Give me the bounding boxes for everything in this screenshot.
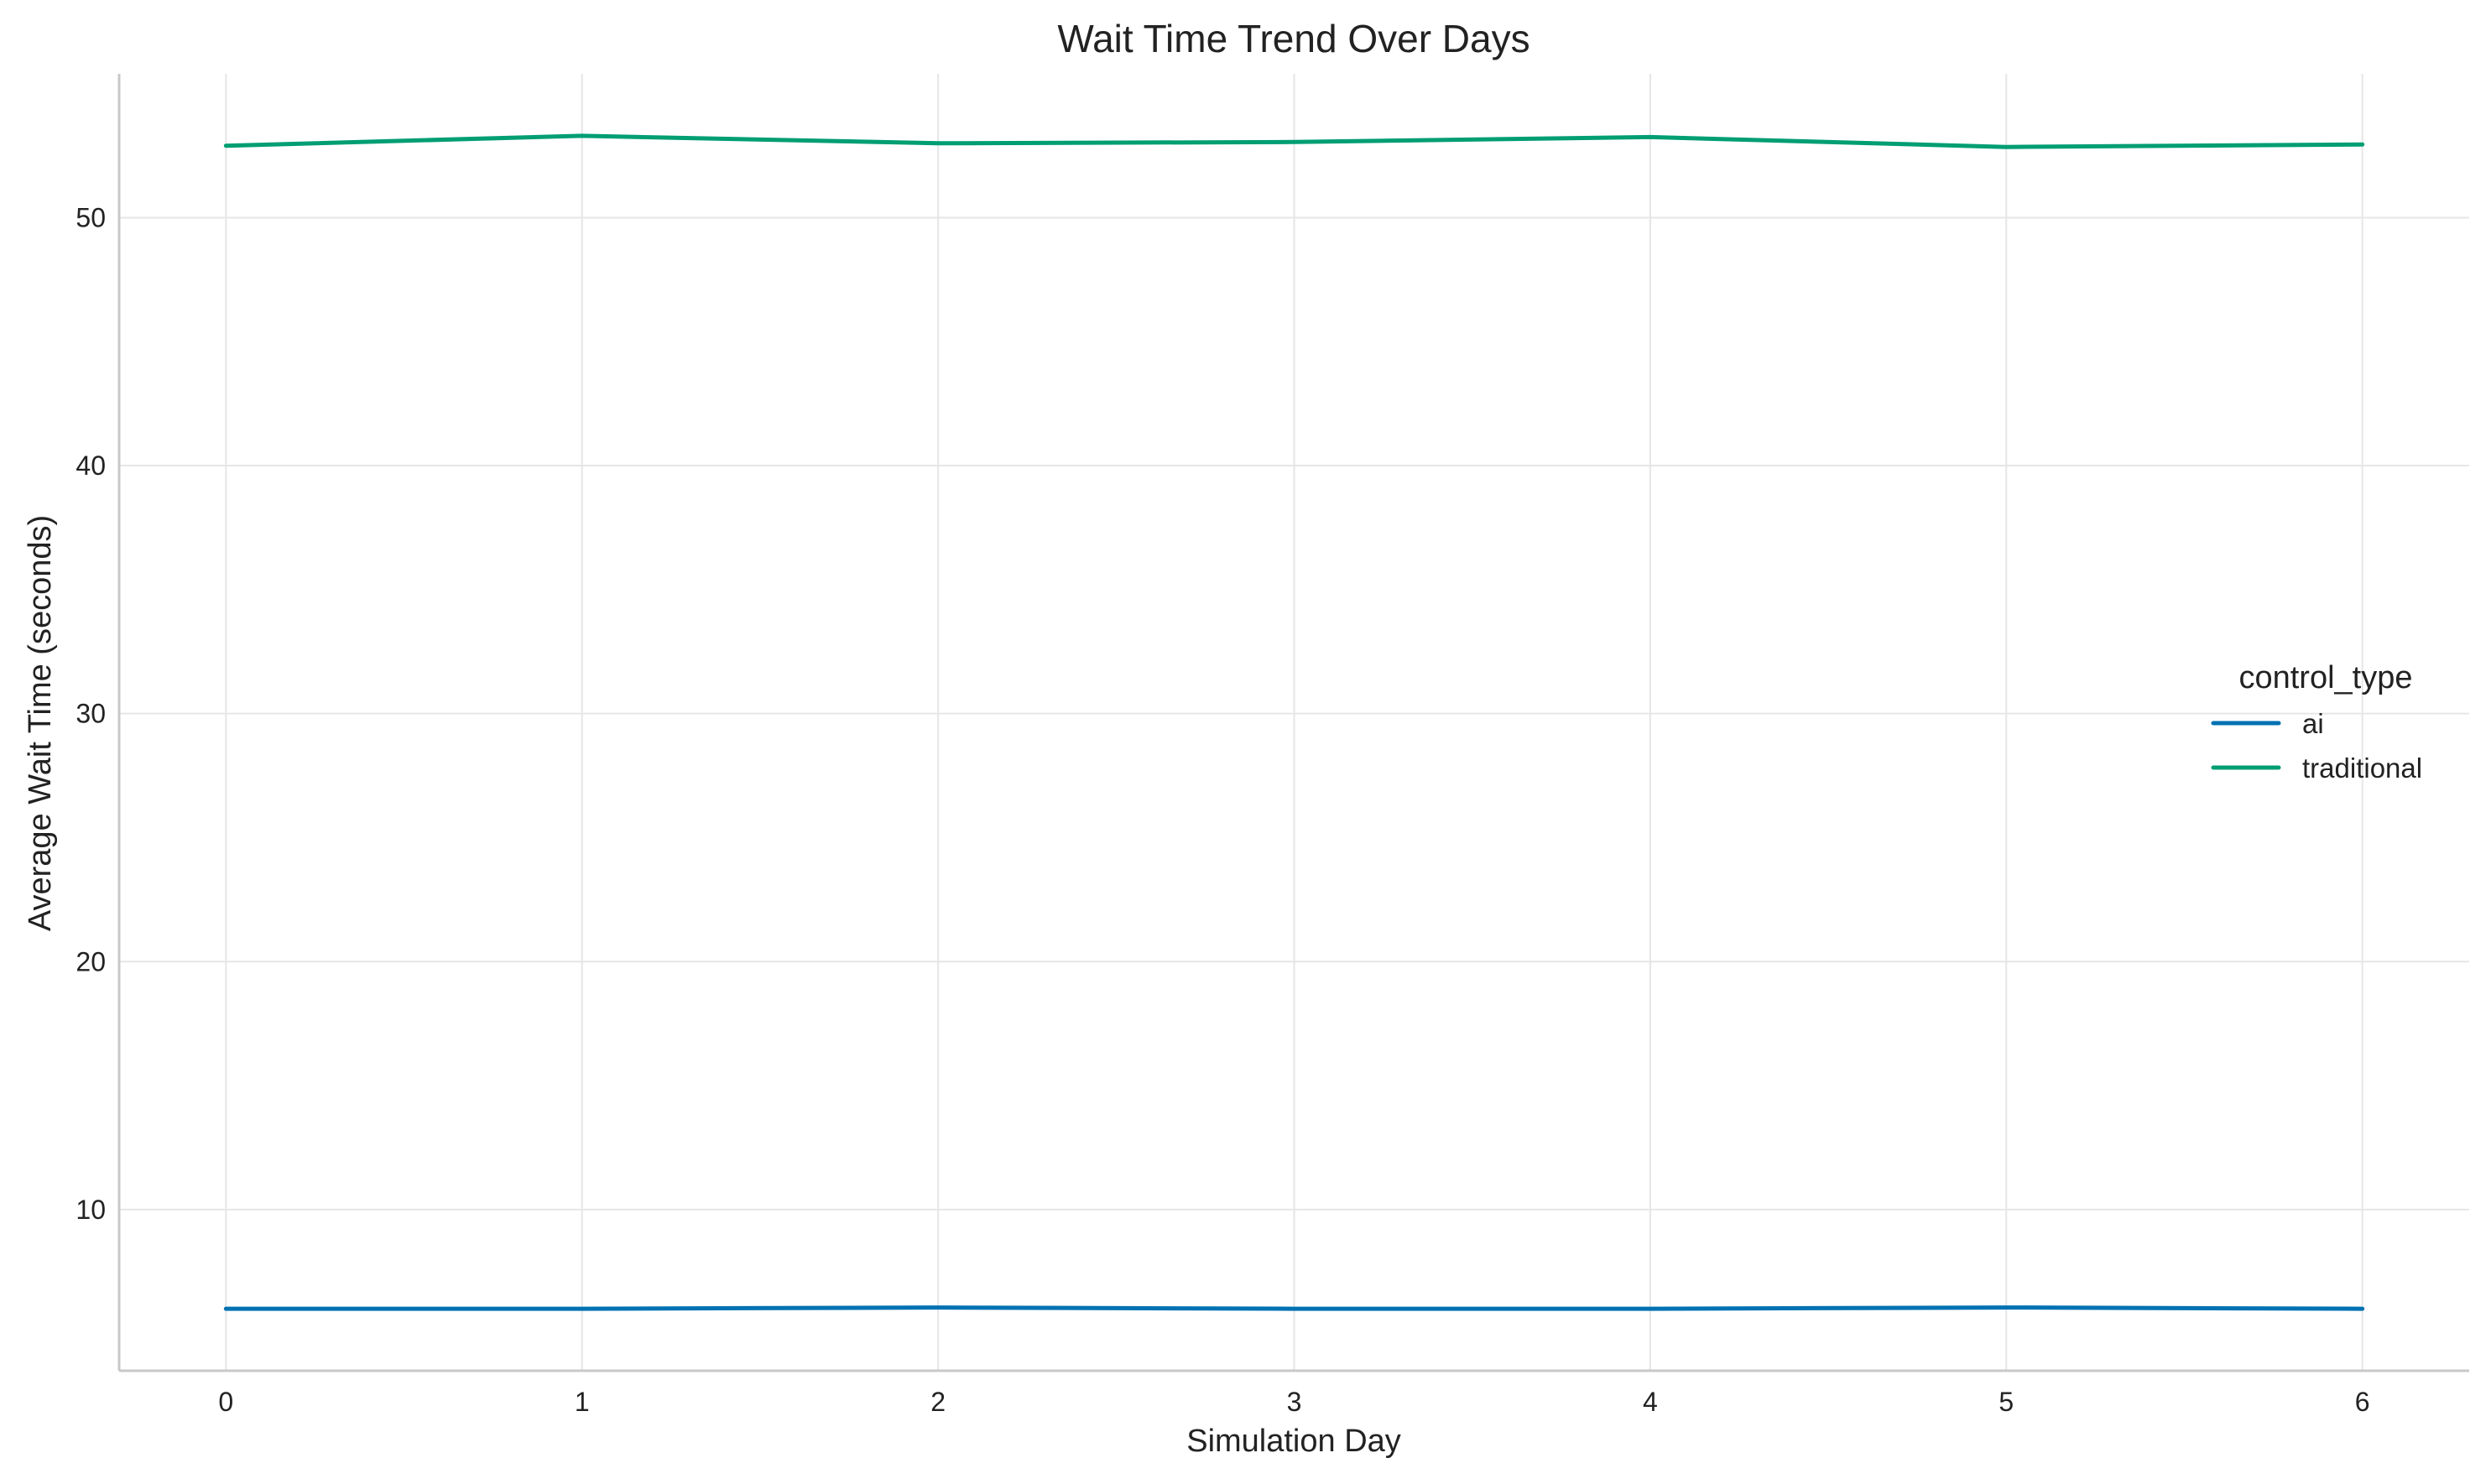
y-tick-labels: 10 20 30 40 50 bbox=[76, 202, 106, 1224]
legend-title: control_type bbox=[2238, 660, 2412, 695]
x-tick-label: 5 bbox=[1999, 1387, 2014, 1417]
series-line-ai bbox=[223, 1305, 2365, 1311]
legend: control_type ai traditional bbox=[2211, 660, 2422, 784]
legend-label-ai: ai bbox=[2302, 708, 2324, 739]
y-axis-label: Average Wait Time (seconds) bbox=[23, 515, 58, 931]
x-tick-label: 1 bbox=[575, 1387, 590, 1417]
x-tick-label: 6 bbox=[2355, 1387, 2370, 1417]
series-lines bbox=[223, 133, 2365, 1311]
y-tick-label: 40 bbox=[76, 450, 106, 481]
x-tick-label: 4 bbox=[1643, 1387, 1658, 1417]
x-axis-label: Simulation Day bbox=[1186, 1424, 1401, 1459]
x-tick-label: 2 bbox=[930, 1387, 946, 1417]
y-tick-label: 50 bbox=[76, 202, 106, 232]
y-tick-label: 10 bbox=[76, 1195, 106, 1225]
x-gridlines bbox=[225, 74, 2363, 1371]
x-tick-label: 0 bbox=[218, 1387, 233, 1417]
chart-title: Wait Time Trend Over Days bbox=[1057, 17, 1530, 60]
x-tick-labels: 0 1 2 3 4 5 6 bbox=[218, 1387, 2369, 1417]
y-tick-label: 30 bbox=[76, 699, 106, 729]
legend-items: ai traditional bbox=[2211, 708, 2422, 784]
series-line-traditional bbox=[223, 133, 2365, 149]
x-tick-label: 3 bbox=[1287, 1387, 1302, 1417]
y-tick-label: 20 bbox=[76, 946, 106, 976]
legend-label-traditional: traditional bbox=[2302, 752, 2422, 784]
